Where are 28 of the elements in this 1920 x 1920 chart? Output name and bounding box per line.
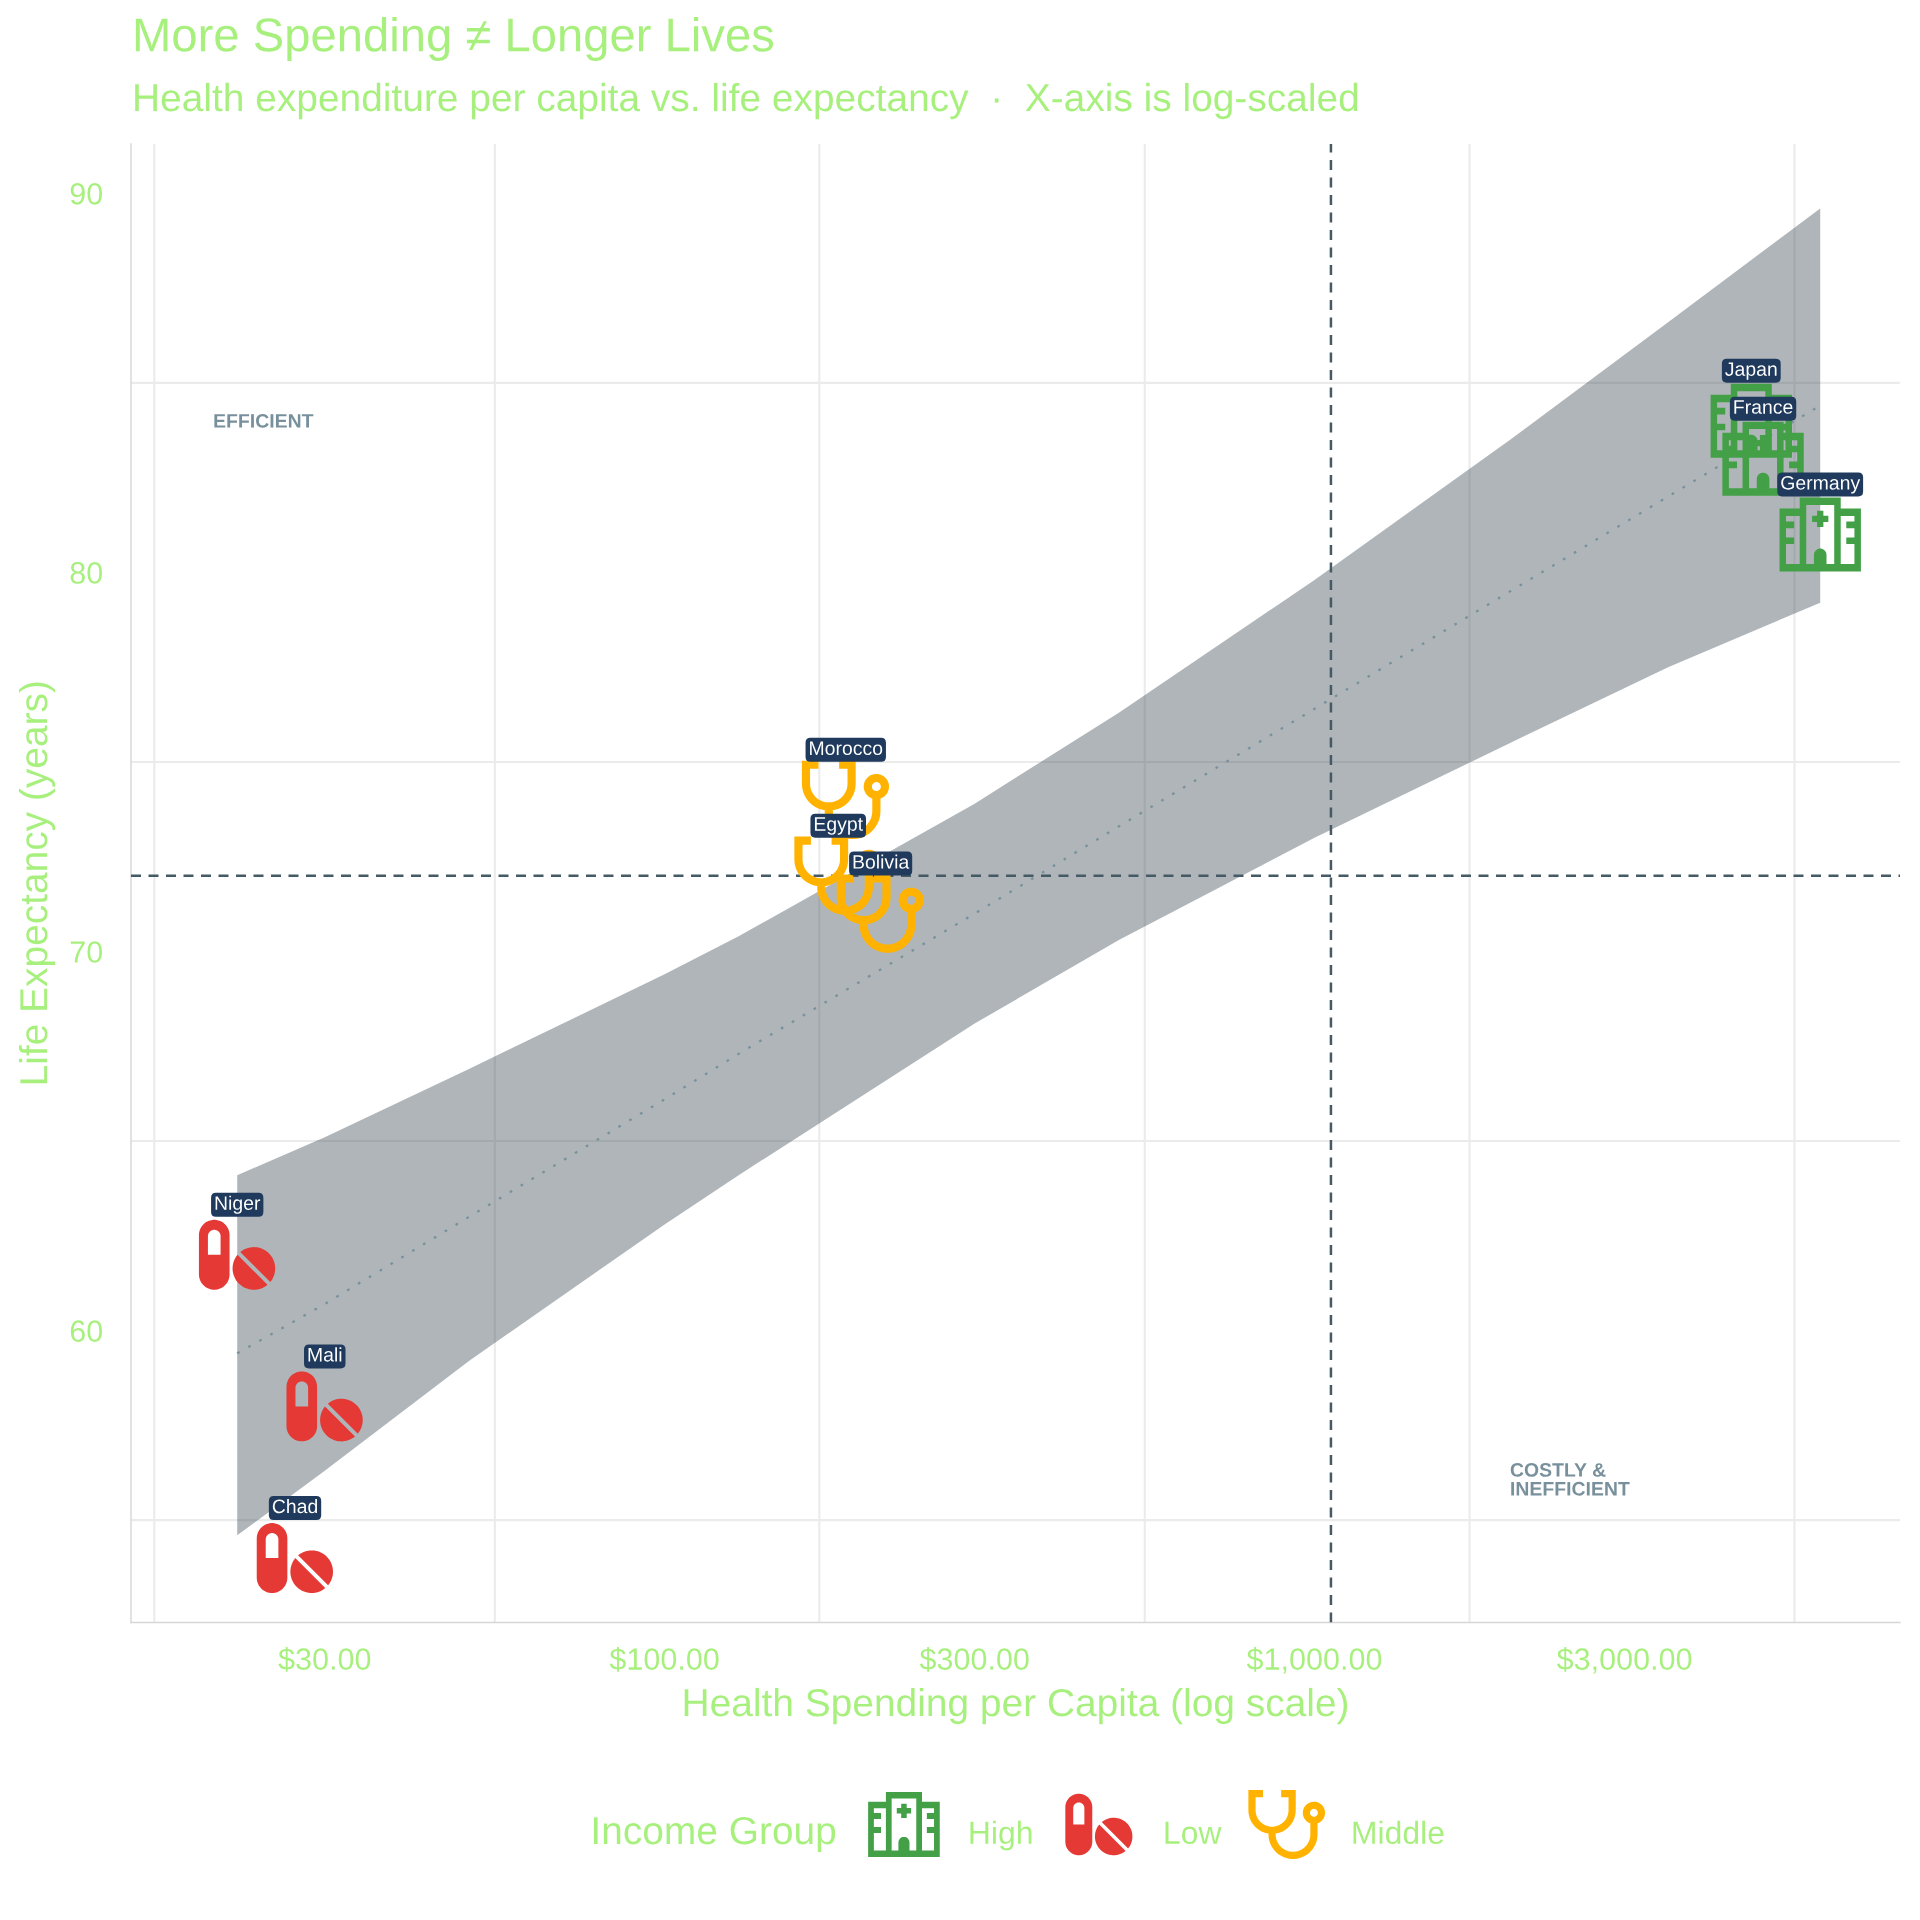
y-tick-label: 80: [70, 562, 103, 584]
y-axis-title: Life Expectancy (years): [18, 682, 56, 1084]
annotation: Japan: [1725, 362, 1777, 380]
chart-subtitle: Health expenditure per capita vs. life expectancy · X-axis is log-scaled: [135, 82, 1358, 120]
y-tick-label: 60: [70, 1320, 103, 1342]
legend-label: Middle: [1353, 1820, 1444, 1845]
annotation: France: [1734, 400, 1793, 414]
y-tick-label: 90: [70, 183, 103, 205]
x-tick-label: $300.00: [919, 1647, 1029, 1672]
x-tick-label: $30.00: [278, 1647, 371, 1672]
annotation: COSTLY & INEFFICIENT: [1510, 1463, 1630, 1496]
annotation: Mali: [308, 1347, 342, 1362]
annotation: Niger: [215, 1195, 261, 1214]
x-tick-label: $100.00: [609, 1647, 719, 1672]
x-tick-label: $3,000.00: [1556, 1647, 1692, 1674]
annotation: Germany: [1781, 475, 1861, 494]
chart-title: More Spending ≠ Longer Lives: [135, 16, 774, 62]
annotation: Morocco: [810, 741, 883, 756]
annotation: EFFICIENT: [214, 414, 314, 428]
legend-label: Low: [1165, 1821, 1222, 1845]
legend-title: Income Group: [593, 1816, 836, 1853]
x-tick-label: $1,000.00: [1246, 1647, 1382, 1674]
annotation: Egypt: [814, 817, 863, 835]
y-tick-label: 70: [70, 941, 103, 963]
legend-label: High: [970, 1820, 1032, 1851]
x-axis-title: Health Spending per Capita (log scale): [684, 1687, 1348, 1725]
annotation: Bolivia: [853, 854, 910, 869]
annotation: Chad: [272, 1498, 318, 1514]
